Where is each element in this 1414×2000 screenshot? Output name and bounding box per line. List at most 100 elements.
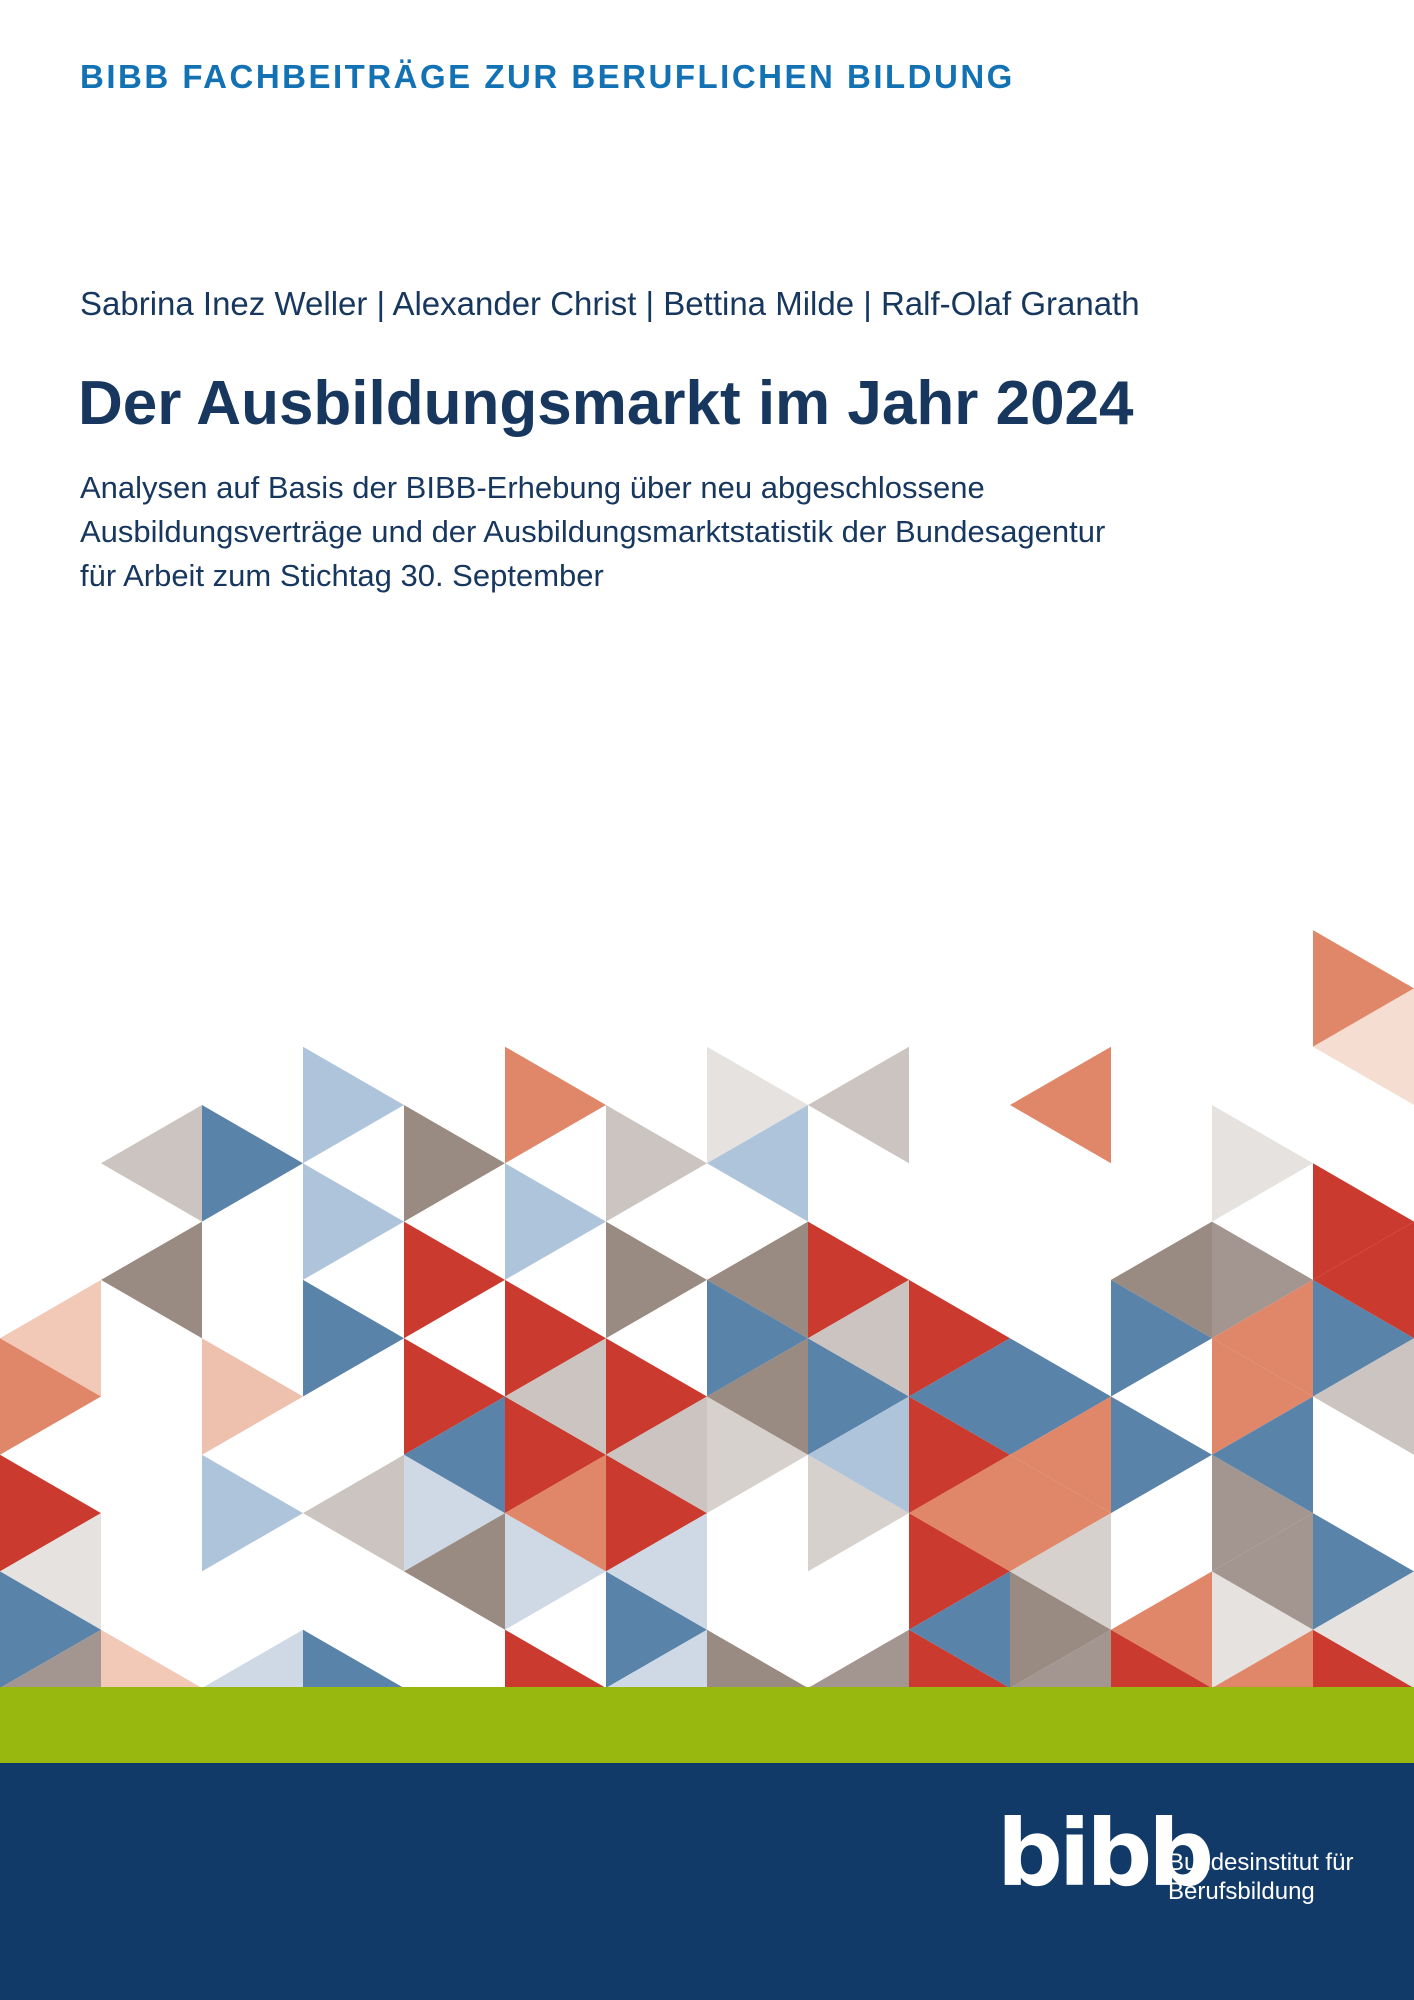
- mosaic-triangle: [1010, 1338, 1111, 1455]
- mosaic-triangle: [707, 1629, 808, 1688]
- mosaic-triangle: [1010, 1571, 1111, 1688]
- mosaic-triangle: [404, 1105, 505, 1222]
- mosaic-triangle: [303, 1046, 404, 1164]
- mosaic-triangle: [1010, 1454, 1111, 1572]
- mosaic-triangle: [1111, 1396, 1212, 1514]
- mosaic-triangle: [505, 1629, 606, 1688]
- mosaic-triangle: [1313, 988, 1414, 1105]
- mosaic-triangle: [505, 1163, 606, 1280]
- mosaic-triangle: [1111, 1571, 1212, 1688]
- mosaic-triangle: [202, 1338, 303, 1455]
- mosaic-triangle: [1313, 1163, 1414, 1280]
- institute-name: Bundesinstitut für Berufsbildung: [1168, 1848, 1353, 1906]
- mosaic-triangle: [909, 1454, 1010, 1572]
- mosaic-triangle: [606, 1513, 707, 1630]
- mosaic-triangle: [202, 1454, 303, 1572]
- mosaic-triangle: [1212, 1105, 1313, 1222]
- mosaic-triangle: [505, 1338, 606, 1455]
- mosaic-triangle: [1313, 1571, 1414, 1688]
- mosaic-triangle: [1010, 1629, 1111, 1688]
- mosaic-triangle: [202, 1105, 303, 1222]
- mosaic-triangle: [1111, 1221, 1212, 1339]
- mosaic-triangle: [606, 1338, 707, 1455]
- triangle-mosaic-graphic: [0, 930, 1414, 1688]
- mosaic-triangle: [1212, 1396, 1313, 1514]
- mosaic-triangle: [808, 1046, 909, 1164]
- mosaic-triangle: [1212, 1629, 1313, 1688]
- mosaic-triangle: [505, 1396, 606, 1514]
- footer-band: [0, 1763, 1414, 2000]
- bibb-logo: bibb: [997, 1800, 1214, 1907]
- mosaic-triangle: [505, 1513, 606, 1630]
- mosaic-triangle: [1313, 1221, 1414, 1339]
- mosaic-triangle: [606, 1396, 707, 1514]
- mosaic-triangle: [1212, 1338, 1313, 1455]
- mosaic-triangle: [707, 1105, 808, 1222]
- mosaic-triangle: [1010, 1396, 1111, 1514]
- mosaic-triangle: [404, 1513, 505, 1630]
- subtitle-line-3: für Arbeit zum Stichtag 30. September: [80, 558, 604, 593]
- mosaic-triangle: [909, 1279, 1010, 1397]
- mosaic-triangle: [1111, 1279, 1212, 1397]
- mosaic-triangle: [909, 1571, 1010, 1688]
- mosaic-triangle: [0, 1279, 101, 1397]
- series-title: BIBB FACHBEITRÄGE ZUR BERUFLICHEN BILDUN…: [80, 58, 1015, 95]
- mosaic-triangle: [0, 1513, 101, 1630]
- mosaic-triangle: [0, 1338, 101, 1455]
- mosaic-triangle: [505, 1046, 606, 1164]
- mosaic-triangle: [707, 1221, 808, 1339]
- mosaic-triangle: [404, 1221, 505, 1339]
- mosaic-triangle: [303, 1454, 404, 1572]
- mosaic-triangle: [1313, 1513, 1414, 1630]
- page-title: Der Ausbildungsmarkt im Jahr 2024: [78, 369, 1134, 438]
- mosaic-triangle: [0, 1629, 101, 1688]
- mosaic-triangle: [101, 1221, 202, 1339]
- mosaic-triangle: [1313, 1338, 1414, 1455]
- mosaic-triangle: [707, 1396, 808, 1514]
- institute-line-1: Bundesinstitut für: [1168, 1849, 1354, 1876]
- mosaic-triangle: [1010, 1513, 1111, 1630]
- institute-line-2: Berufsbildung: [1168, 1878, 1315, 1905]
- mosaic-triangle: [606, 1629, 707, 1688]
- mosaic-triangle: [1313, 1279, 1414, 1397]
- mosaic-triangle: [1212, 1279, 1313, 1397]
- mosaic-triangle: [707, 1046, 808, 1164]
- mosaic-triangle: [808, 1396, 909, 1514]
- mosaic-triangle: [909, 1338, 1010, 1455]
- mosaic-triangle: [404, 1338, 505, 1455]
- subtitle: Analysen auf Basis der BIBB-Erhebung übe…: [80, 466, 1105, 598]
- mosaic-triangle: [1313, 930, 1414, 1047]
- mosaic-triangle: [505, 1454, 606, 1572]
- mosaic-triangle: [404, 1396, 505, 1514]
- mosaic-triangle: [606, 1105, 707, 1222]
- mosaic-triangle: [303, 1163, 404, 1280]
- mosaic-triangle: [909, 1396, 1010, 1514]
- mosaic-triangle: [1010, 1046, 1111, 1164]
- mosaic-triangle: [808, 1221, 909, 1339]
- mosaic-triangle: [707, 1338, 808, 1455]
- mosaic-triangle: [1212, 1513, 1313, 1630]
- mosaic-triangle: [1212, 1571, 1313, 1688]
- mosaic-triangle: [909, 1513, 1010, 1630]
- subtitle-line-2: Ausbildungsverträge und der Ausbildungsm…: [80, 514, 1106, 549]
- mosaic-triangle: [101, 1629, 202, 1688]
- mosaic-triangle: [606, 1454, 707, 1572]
- mosaic-triangle: [404, 1454, 505, 1572]
- mosaic-triangle: [202, 1629, 303, 1688]
- mosaic-triangle: [606, 1221, 707, 1339]
- mosaic-triangle: [1212, 1454, 1313, 1572]
- mosaic-triangle: [606, 1571, 707, 1688]
- accent-bar: [0, 1687, 1414, 1763]
- mosaic-triangle: [0, 1454, 101, 1572]
- mosaic-triangle: [1212, 1221, 1313, 1339]
- mosaic-triangle: [101, 1105, 202, 1222]
- mosaic-triangle: [505, 1279, 606, 1397]
- mosaic-triangle: [808, 1338, 909, 1455]
- mosaic-triangle: [808, 1454, 909, 1572]
- mosaic-triangle: [707, 1279, 808, 1397]
- mosaic-triangle: [0, 1571, 101, 1688]
- subtitle-line-1: Analysen auf Basis der BIBB-Erhebung übe…: [80, 470, 985, 505]
- mosaic-triangle: [303, 1629, 404, 1688]
- mosaic-triangle: [808, 1629, 909, 1688]
